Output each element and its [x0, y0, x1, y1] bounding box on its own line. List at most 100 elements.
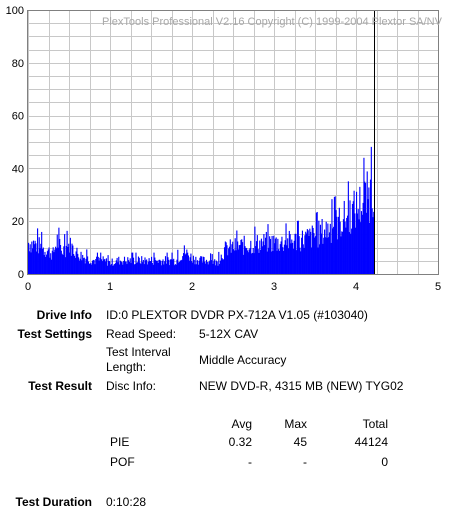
pie-bar: [305, 231, 307, 274]
y-tick-labels: 0 20 40 60 80 100: [6, 5, 24, 281]
pie-bar: [219, 263, 221, 274]
pie-bar: [196, 264, 198, 274]
pie-bar: [196, 260, 199, 274]
pie-bar: [208, 261, 210, 274]
pie-bar: [119, 264, 121, 274]
pie-bar: [201, 256, 203, 274]
pie-bar: [290, 243, 292, 274]
pie-bar: [221, 258, 223, 274]
pie-bar: [369, 222, 371, 274]
pie-bar: [46, 254, 48, 274]
pie-bar: [237, 241, 239, 274]
pie-bar: [60, 250, 62, 274]
pie-bar: [248, 249, 250, 274]
pie-bar: [297, 220, 299, 274]
pie-bar: [192, 262, 194, 274]
pie-bar: [117, 262, 119, 274]
pie-bar: [329, 223, 331, 274]
pie-bar: [87, 261, 89, 274]
pie-bar: [346, 217, 348, 274]
pie-bar: [155, 260, 157, 274]
pie-bar: [366, 171, 368, 274]
pie-bar: [79, 258, 81, 274]
pie-bar: [160, 265, 162, 274]
pie-bar: [363, 157, 365, 274]
pie-bar: [29, 244, 31, 274]
pie-bar: [353, 190, 355, 274]
pie-bar: [251, 253, 253, 274]
pie-bar: [123, 256, 126, 274]
pie-chart: PlexTools Professional V2.16 Copyright (…: [6, 5, 443, 293]
pof-row-label: POF: [110, 455, 135, 469]
pie-bar: [126, 264, 128, 274]
pie-bar: [361, 214, 363, 274]
y-tick-label: 20: [12, 216, 24, 228]
pie-bar: [365, 183, 367, 274]
pie-bar: [338, 207, 340, 274]
pie-bar: [108, 261, 110, 274]
pie-bar: [230, 252, 232, 274]
pie-bar: [288, 230, 290, 274]
pie-bar: [271, 235, 273, 274]
pie-bar: [294, 233, 296, 274]
pie-bar: [46, 251, 48, 274]
drive-info-value: ID:0 PLEXTOR DVDR PX-712A V1.05 (#103040…: [106, 308, 368, 322]
pie-bar: [192, 255, 194, 274]
pie-bar: [263, 234, 265, 274]
pie-bar: [255, 241, 258, 274]
pie-bar: [97, 256, 99, 274]
pie-bar: [352, 201, 354, 274]
pie-bar: [91, 260, 94, 274]
pie-bar: [158, 259, 160, 274]
pie-bar: [144, 257, 146, 274]
y-tick-label: 100: [6, 5, 24, 17]
pie-bar: [88, 263, 90, 274]
pie-bar: [340, 236, 342, 274]
pie-bar: [360, 211, 363, 274]
pie-bar: [168, 259, 170, 274]
pie-max: 45: [293, 435, 307, 449]
pie-bar: [284, 240, 286, 274]
pie-bar: [261, 246, 263, 274]
pie-bar: [315, 236, 317, 274]
pie-bar: [167, 257, 169, 274]
pie-bar: [155, 260, 158, 274]
pie-bar: [228, 248, 230, 274]
pie-bar: [274, 243, 276, 274]
pie-bar: [137, 256, 139, 274]
pie-bar: [95, 258, 97, 274]
pie-bar: [172, 259, 174, 274]
pie-bar: [225, 242, 227, 274]
pie-bar: [300, 251, 302, 274]
pie-bar: [314, 237, 316, 274]
pie-bar: [289, 234, 291, 274]
pie-bar: [243, 235, 245, 274]
pie-bar: [121, 262, 123, 274]
pie-bar: [118, 256, 120, 274]
pie-bar: [345, 227, 347, 274]
pie-bar: [110, 264, 112, 274]
chart-grid: [28, 10, 439, 275]
pie-bar: [169, 259, 171, 274]
pie-bar: [54, 249, 56, 274]
pie-bar: [292, 248, 294, 274]
pie-bar: [305, 233, 308, 274]
pie-bar: [320, 233, 322, 274]
pie-bar: [35, 243, 37, 274]
pie-bar: [249, 248, 251, 274]
pie-bar: [315, 212, 317, 274]
pie-bar: [113, 264, 115, 274]
pie-bar: [244, 246, 246, 274]
pie-bar: [242, 254, 244, 274]
pie-bar: [205, 263, 207, 274]
plot-border: [27, 10, 439, 275]
pie-bar: [335, 210, 337, 274]
pie-bar: [239, 244, 241, 274]
pie-bar: [77, 253, 79, 274]
pie-bar: [66, 230, 68, 274]
pie-bar: [69, 252, 71, 274]
test-interval-value: Middle Accuracy: [199, 353, 287, 367]
pie-bar: [191, 261, 193, 274]
pie-bar: [219, 260, 221, 274]
pie-bar: [162, 259, 164, 274]
